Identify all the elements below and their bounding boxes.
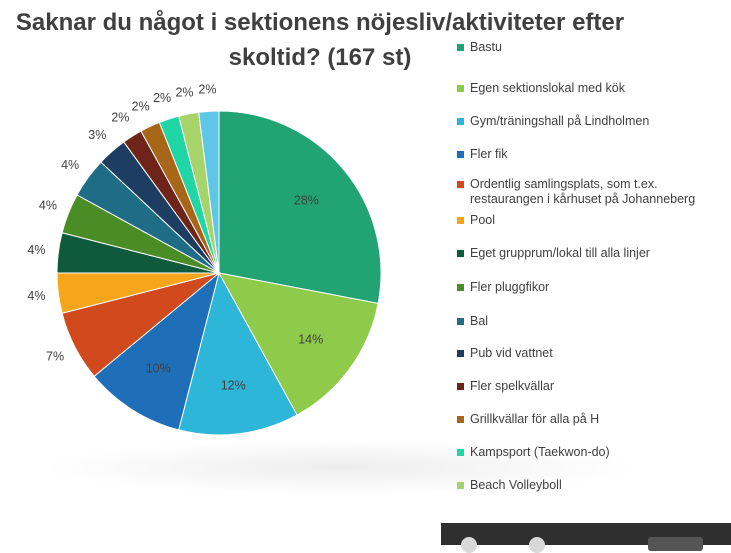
pie-data-label: 3%	[88, 128, 106, 142]
control-button-icon[interactable]	[461, 537, 477, 553]
legend-label: Fler spelkvällar	[470, 379, 555, 393]
pie-data-label: 2%	[132, 100, 150, 114]
pie-slice	[218, 272, 379, 416]
legend-swatch-icon	[457, 383, 464, 390]
legend-swatch-icon	[457, 449, 464, 456]
control-pill[interactable]	[648, 537, 703, 551]
legend-swatch-icon	[457, 284, 464, 291]
legend-swatch-icon	[457, 181, 464, 188]
legend-label: Beach Volleyboll	[470, 478, 562, 492]
pie-data-label: 7%	[46, 350, 64, 364]
legend-swatch-icon	[457, 350, 464, 357]
pie-data-label: 4%	[39, 198, 57, 212]
player-control-bar	[441, 523, 731, 553]
legend-swatch-icon	[457, 217, 464, 224]
pie-slice	[178, 271, 298, 436]
legend-swatch-icon	[457, 118, 464, 125]
legend-swatch-icon	[457, 44, 464, 51]
legend-swatch-icon	[457, 250, 464, 257]
legend-swatch-icon	[457, 482, 464, 489]
control-button-icon[interactable]	[529, 537, 545, 553]
pie-slice	[218, 110, 382, 304]
pie-data-label: 4%	[27, 289, 45, 303]
legend-swatch-icon	[457, 416, 464, 423]
pie-data-label: 10%	[146, 362, 171, 376]
pie-data-label: 28%	[294, 194, 319, 208]
legend-label: Gym/träningshall på Lindholmen	[470, 114, 650, 128]
chart-title-line-2: skoltid? (167 st)	[228, 44, 412, 71]
pie-data-label: 14%	[298, 333, 323, 347]
legend-label: Grillkvällar för alla på H	[470, 412, 600, 426]
pie-data-label: 12%	[221, 379, 246, 393]
pie-slice	[198, 110, 220, 274]
legend-label: Pool	[470, 213, 496, 227]
legend-swatch-icon	[457, 151, 464, 158]
legend-label: Fler pluggfikor	[470, 280, 550, 294]
pie-data-label: 4%	[27, 243, 45, 257]
legend-label: Fler fik	[470, 147, 508, 161]
reflection-shadow	[40, 440, 640, 495]
legend-label: Egen sektionslokal med kök	[470, 81, 625, 95]
legend-label: Bal	[470, 314, 489, 328]
legend-label: Ordentlig samlingsplats, som t.ex. resta…	[470, 177, 696, 206]
legend-swatch-icon	[457, 318, 464, 325]
legend-swatch-icon	[457, 85, 464, 92]
legend-label: Pub vid vattnet	[470, 346, 553, 360]
legend-label: Bastu	[470, 40, 502, 54]
pie-data-label: 4%	[61, 158, 79, 172]
chart-title-line-1: Saknar du något i sektionens nöjesliv/ak…	[15, 9, 625, 36]
legend-label: Kampsport (Taekwon-do)	[470, 445, 610, 459]
pie-data-label: 2%	[198, 82, 216, 96]
pie-slice	[93, 271, 220, 431]
legend-label: Eget grupprum/lokal till alla linjer	[470, 246, 650, 260]
pie-data-label: 2%	[153, 91, 171, 105]
pie-data-label: 2%	[175, 85, 193, 99]
pie-data-label: 2%	[111, 111, 129, 125]
